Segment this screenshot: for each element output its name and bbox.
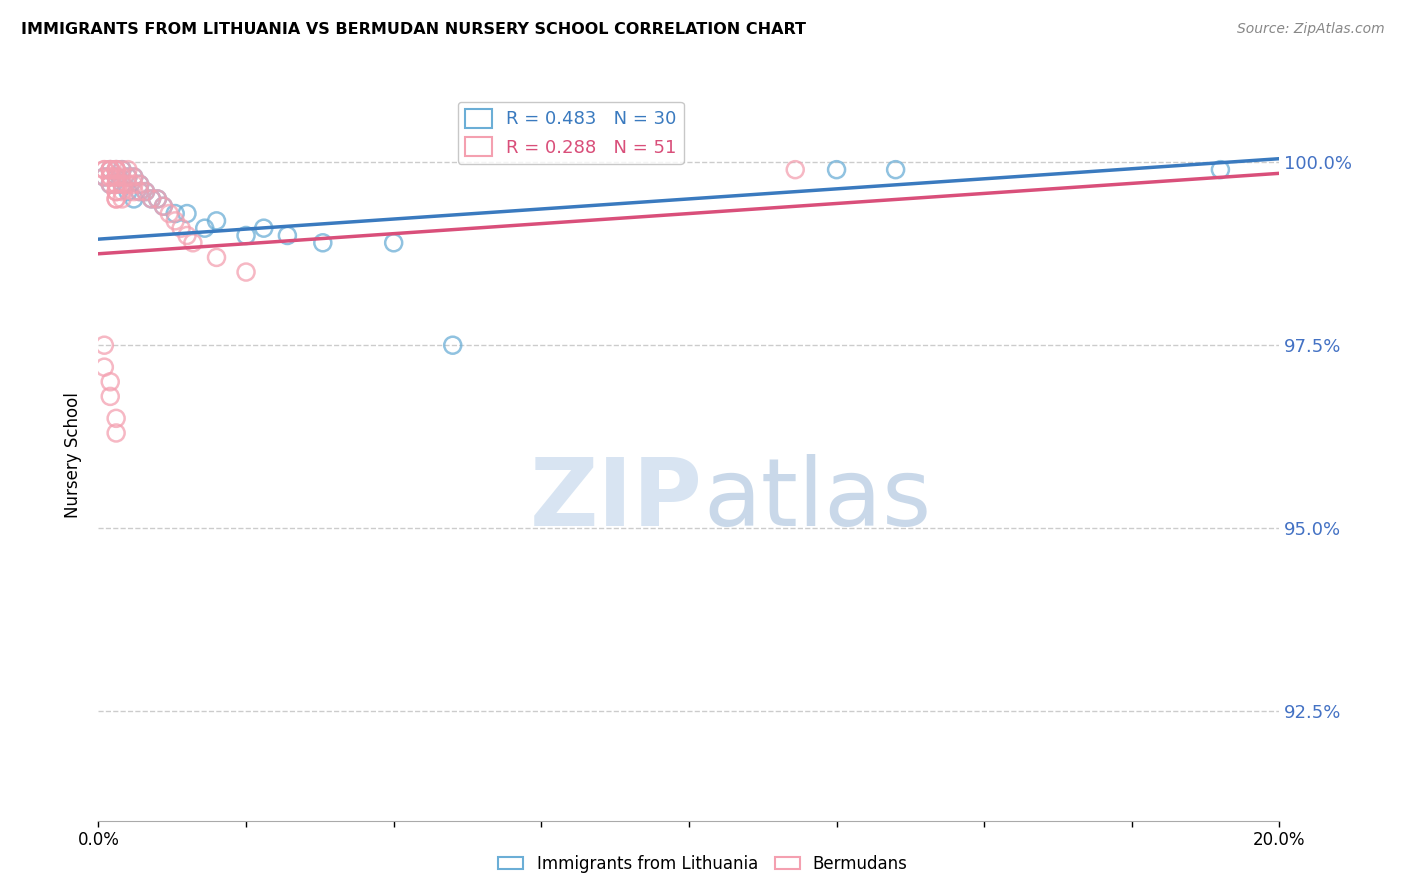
Point (93, 338, 115, 352)
Point (105, 169, 128, 184)
Point (128, 178, 150, 192)
Point (111, 162, 134, 177)
Point (165, 214, 187, 228)
Point (98, 169, 121, 184)
Point (312, 235, 335, 250)
Point (105, 185, 128, 199)
Point (205, 251, 228, 265)
Point (122, 178, 145, 192)
Point (194, 221, 217, 235)
Point (884, 162, 907, 177)
Point (176, 206, 198, 220)
Legend: R = 0.483   N = 30, R = 0.288   N = 51: R = 0.483 N = 30, R = 0.288 N = 51 (458, 102, 683, 164)
Point (122, 192, 145, 206)
Point (441, 338, 464, 352)
Point (105, 162, 128, 177)
Point (128, 185, 150, 199)
Point (105, 178, 128, 192)
Point (117, 169, 139, 184)
Point (93, 169, 115, 184)
Point (825, 162, 848, 177)
Point (111, 192, 134, 206)
Point (141, 192, 163, 206)
Point (141, 192, 163, 206)
Point (152, 199, 174, 213)
Point (105, 162, 128, 177)
Point (98, 169, 121, 184)
Legend: Immigrants from Lithuania, Bermudans: Immigrants from Lithuania, Bermudans (492, 848, 914, 880)
Point (146, 192, 169, 206)
Point (128, 178, 150, 192)
Point (111, 185, 134, 199)
Point (117, 185, 139, 199)
Point (382, 235, 405, 250)
Point (253, 221, 276, 235)
Text: Source: ZipAtlas.com: Source: ZipAtlas.com (1237, 22, 1385, 37)
Y-axis label: Nursery School: Nursery School (65, 392, 83, 518)
Point (181, 235, 204, 250)
Point (93, 169, 115, 184)
Point (105, 162, 128, 177)
Point (93, 162, 115, 177)
Point (105, 169, 128, 184)
Point (276, 228, 298, 243)
Point (105, 178, 128, 192)
Point (135, 185, 157, 199)
Point (98, 375, 121, 389)
Point (98, 162, 121, 177)
Point (98, 389, 121, 403)
Point (117, 169, 139, 184)
Point (105, 185, 128, 199)
Point (1209, 162, 1232, 177)
Point (105, 192, 128, 206)
Point (98, 162, 121, 177)
Point (98, 162, 121, 177)
Point (135, 185, 157, 199)
Point (152, 199, 174, 213)
Point (111, 178, 134, 192)
Point (122, 169, 145, 184)
Point (165, 206, 187, 220)
Point (105, 411, 128, 425)
Point (93, 162, 115, 177)
Point (122, 185, 145, 199)
Point (98, 178, 121, 192)
Point (105, 162, 128, 177)
Point (105, 192, 128, 206)
Point (176, 228, 198, 243)
Point (785, 162, 807, 177)
Point (98, 178, 121, 192)
Point (157, 206, 180, 220)
Point (170, 221, 193, 235)
Point (205, 214, 228, 228)
Point (111, 169, 134, 184)
Point (105, 425, 128, 440)
Point (105, 169, 128, 184)
Point (235, 265, 257, 279)
Point (98, 162, 121, 177)
Text: ZIP: ZIP (530, 453, 703, 546)
Text: atlas: atlas (703, 453, 931, 546)
Point (128, 185, 150, 199)
Text: IMMIGRANTS FROM LITHUANIA VS BERMUDAN NURSERY SCHOOL CORRELATION CHART: IMMIGRANTS FROM LITHUANIA VS BERMUDAN NU… (21, 22, 806, 37)
Point (122, 169, 145, 184)
Point (117, 162, 139, 177)
Point (111, 162, 134, 177)
Point (235, 228, 257, 243)
Point (93, 360, 115, 375)
Point (117, 178, 139, 192)
Point (146, 192, 169, 206)
Point (111, 178, 134, 192)
